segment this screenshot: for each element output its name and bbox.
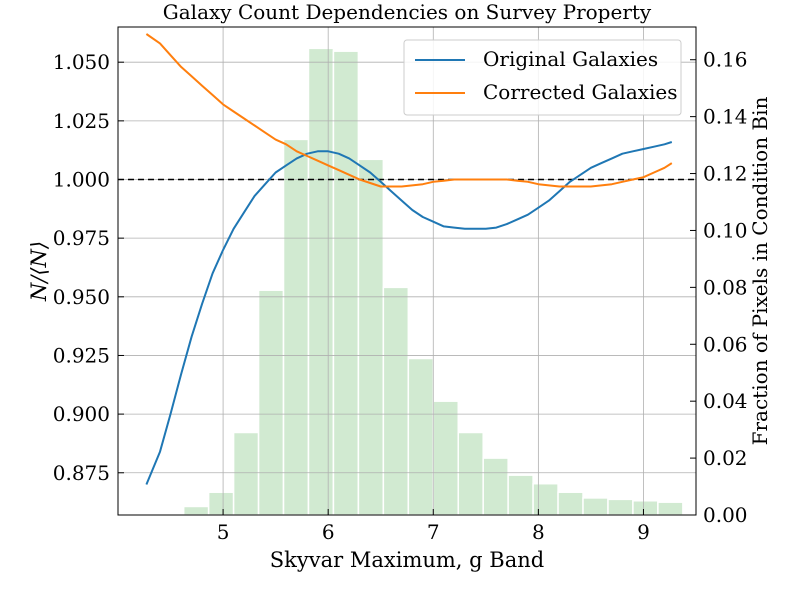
left-y-tick-label: 0.875 — [53, 461, 110, 485]
histogram-bars — [182, 47, 684, 516]
chart-title: Galaxy Count Dependencies on Survey Prop… — [163, 0, 652, 24]
right-y-axis-ticks: 0.00 0.02 0.04 0.06 0.08 0.10 0.12 0.14 0.16 — [690, 48, 748, 527]
right-y-tick-label: 0.10 — [703, 218, 748, 242]
histogram-bar — [207, 491, 235, 516]
histogram-bar — [607, 498, 634, 516]
histogram-bar — [432, 400, 459, 516]
x-tick-label: 8 — [532, 520, 545, 544]
left-y-tick-label: 0.925 — [53, 343, 110, 367]
right-y-tick-label: 0.12 — [703, 162, 748, 186]
legend-box — [403, 39, 682, 116]
x-tick-label: 7 — [427, 520, 440, 544]
left-y-axis-ticks: 0.875 0.900 0.925 0.950 0.975 1.000 1.025 1.050 — [53, 50, 124, 485]
histogram-bar — [382, 286, 410, 516]
series-line-original — [145, 141, 673, 485]
left-y-tick-label: 0.900 — [53, 402, 110, 426]
histogram-bar — [532, 482, 559, 516]
left-y-tick-label: 1.050 — [53, 50, 110, 74]
x-axis-label: Skyvar Maximum, g Band — [270, 548, 544, 572]
left-y-tick-label: 1.025 — [53, 109, 110, 133]
right-y-tick-label: 0.14 — [703, 105, 748, 129]
legend-label-corrected: Corrected Galaxies — [483, 80, 678, 104]
legend: Original Galaxies Corrected Galaxies — [403, 39, 682, 116]
x-tick-label: 5 — [217, 520, 230, 544]
left-y-tick-label: 0.950 — [53, 285, 110, 309]
x-axis-ticks: 5 6 7 8 9 — [217, 509, 650, 544]
series-line-corrected — [145, 33, 673, 188]
x-tick-label: 6 — [322, 520, 335, 544]
histogram-bar — [557, 491, 584, 516]
right-y-axis-label: Fraction of Pixels in Condition Bin — [748, 96, 772, 445]
histogram-bar — [282, 138, 310, 516]
right-y-tick-label: 0.02 — [703, 446, 748, 470]
plot-frame — [117, 26, 697, 516]
histogram-bar — [357, 158, 385, 516]
right-y-tick-label: 0.04 — [703, 389, 748, 413]
right-y-tick-label: 0.06 — [703, 332, 748, 356]
left-y-tick-label: 1.000 — [53, 168, 110, 192]
right-y-tick-label: 0.08 — [703, 275, 748, 299]
legend-label-original: Original Galaxies — [483, 47, 658, 71]
histogram-bar — [182, 505, 210, 516]
histogram-bar — [232, 431, 260, 516]
histogram-bar — [257, 289, 285, 516]
series-lines — [145, 33, 673, 485]
left-y-tick-label: 0.975 — [53, 226, 110, 250]
histogram-bar — [657, 501, 684, 516]
right-y-tick-label: 0.16 — [703, 48, 748, 72]
histogram-bar — [632, 500, 659, 516]
histogram-bar — [307, 47, 335, 516]
histogram-bar — [457, 431, 484, 516]
histogram-bar — [582, 497, 609, 516]
histogram-bar — [482, 457, 509, 516]
right-y-tick-label: 0.00 — [703, 503, 748, 527]
left-y-axis-label: N/⟨N⟩ — [27, 241, 51, 302]
histogram-bar — [407, 357, 435, 516]
x-tick-label: 9 — [637, 520, 650, 544]
histogram-bar — [507, 474, 534, 516]
